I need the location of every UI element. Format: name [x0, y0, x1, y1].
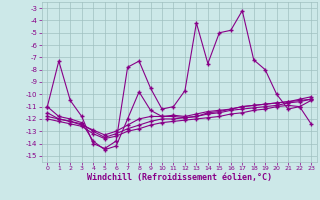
X-axis label: Windchill (Refroidissement éolien,°C): Windchill (Refroidissement éolien,°C) — [87, 173, 272, 182]
